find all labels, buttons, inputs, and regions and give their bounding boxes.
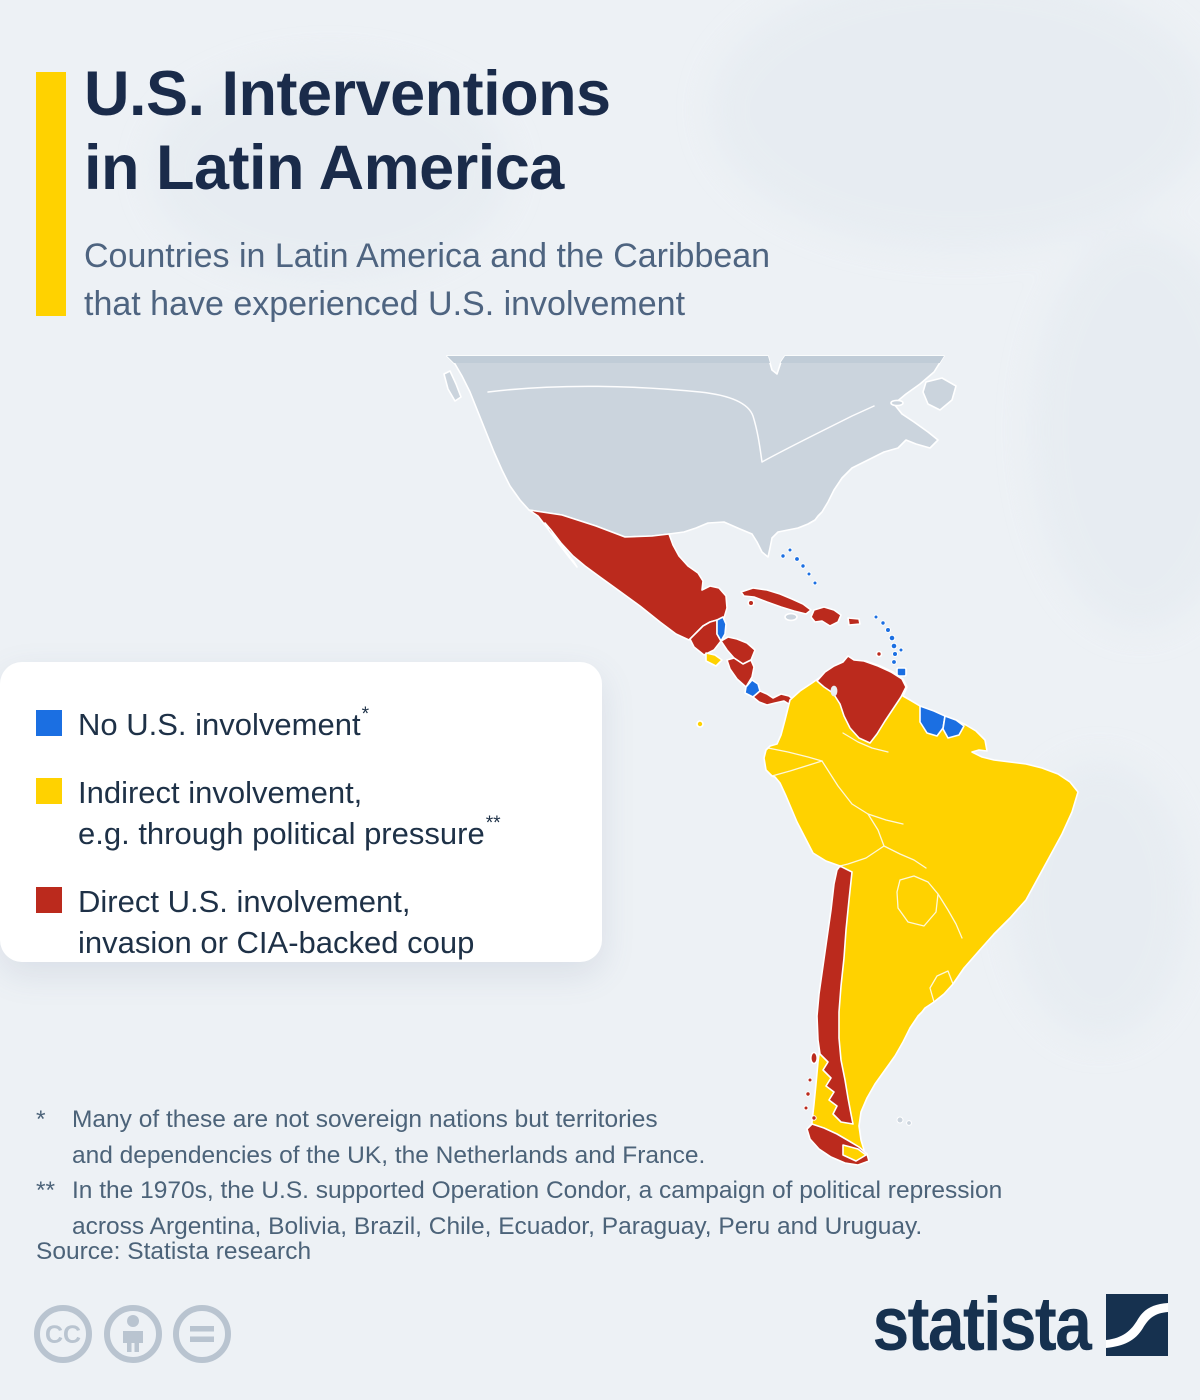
country-borders (767, 732, 963, 1003)
map-region-puerto-rico (847, 617, 861, 626)
footnote-2-line-2: across Argentina, Bolivia, Brazil, Chile… (72, 1212, 923, 1240)
map-region-falkland-islands (896, 1116, 912, 1126)
equals-icon (173, 1305, 231, 1363)
map-region-chiloe-island (809, 1051, 818, 1065)
map-region-cuba (740, 587, 812, 615)
legend-label-line2: invasion or CIA-backed coup (78, 925, 475, 961)
statista-logo: statista (840, 1282, 1168, 1367)
footnote-1-line-1: Many of these are not sovereign nations … (72, 1106, 658, 1133)
map-region-el-salvador (705, 652, 723, 667)
map-region-anticosti-island (890, 399, 904, 407)
legend-label: Indirect involvement, (78, 774, 363, 810)
map-region-galapagos (696, 720, 704, 728)
footnote-2-marker: ** (36, 1177, 56, 1205)
us-canada-border (487, 385, 875, 463)
map-region-lesser-antilles (873, 614, 904, 665)
subtitle-line-1: Countries in Latin America and the Carib… (84, 237, 771, 275)
map-region-chile-fjord-islands (803, 1077, 817, 1121)
source-line: Source: Statista research (36, 1238, 312, 1265)
attribution-icon (104, 1305, 162, 1363)
footnote-1-line-2: and dependencies of the UK, the Netherla… (72, 1141, 706, 1169)
cc-icon (34, 1305, 92, 1363)
cc-letters: CC (45, 1321, 81, 1349)
legend-swatch-blue (36, 710, 62, 736)
map-region-tierra-del-fuego-argentina (842, 1144, 867, 1162)
map-region-trinidad-and-tobago (896, 667, 907, 677)
map-region-suriname (919, 705, 946, 737)
legend-item-indirect-involvement: Indirect involvement, e.g. through politi… (36, 772, 572, 855)
footnote-2: ** In the 1970s, the U.S. supported Oper… (36, 1173, 1096, 1244)
cc-license-badge: CC (34, 1305, 231, 1363)
footnote-1: * Many of these are not sovereign nation… (36, 1102, 1096, 1173)
map-region-hispaniola (810, 606, 842, 627)
lake-maracaibo (830, 685, 838, 697)
map-region-newfoundland (922, 377, 957, 411)
statista-wordmark: statista (872, 1282, 1091, 1367)
map-region-chile (816, 865, 854, 1125)
map-region-belize (716, 616, 727, 642)
legend-label: No U.S. involvement (78, 707, 361, 742)
map-region-bahamas (780, 547, 818, 586)
map-region-margarita-island (875, 650, 883, 658)
map-region-panama (752, 690, 795, 707)
legend-swatch-yellow (36, 777, 62, 804)
map-region-nicaragua (726, 657, 755, 688)
legend-label: Direct U.S. involvement, (78, 883, 411, 919)
footnote-mark: * (361, 704, 370, 726)
title-line-2: in Latin America (84, 132, 564, 203)
map-region-french-guiana (942, 715, 965, 739)
map-region-venezuela (816, 655, 907, 744)
map-region-jamaica (784, 612, 798, 622)
equals-glyph (190, 1326, 214, 1342)
attribution-person-glyph (123, 1315, 143, 1352)
footnote-mark: ** (485, 813, 501, 835)
footnotes: * Many of these are not sovereign nation… (36, 1102, 1096, 1244)
map-region-isla-de-la-juventud (747, 599, 755, 607)
page-subtitle: Countries in Latin America and the Carib… (84, 233, 770, 328)
statista-logo-mark (1106, 1294, 1168, 1357)
legend-item-no-involvement: No U.S. involvement* (36, 704, 572, 746)
legend-panel: No U.S. involvement* Indirect involvemen… (0, 662, 602, 962)
map-region-honduras (720, 636, 756, 665)
title-line-1: U.S. Interventions (84, 59, 611, 129)
map-region-vancouver-island (443, 370, 462, 402)
accent-bar (36, 72, 66, 316)
legend-swatch-red (36, 886, 62, 913)
map-region-usa-canada (446, 355, 945, 558)
footnote-2-line-1: In the 1970s, the U.S. supported Operati… (72, 1177, 1003, 1205)
page-title: U.S. Interventions in Latin America (84, 58, 611, 205)
legend-label-line2: e.g. through political pressure (78, 816, 485, 852)
footnote-1-marker: * (36, 1106, 46, 1133)
subtitle-line-2: that have experienced U.S. involvement (84, 284, 686, 323)
legend-item-direct-involvement: Direct U.S. involvement, invasion or CIA-… (36, 881, 572, 964)
